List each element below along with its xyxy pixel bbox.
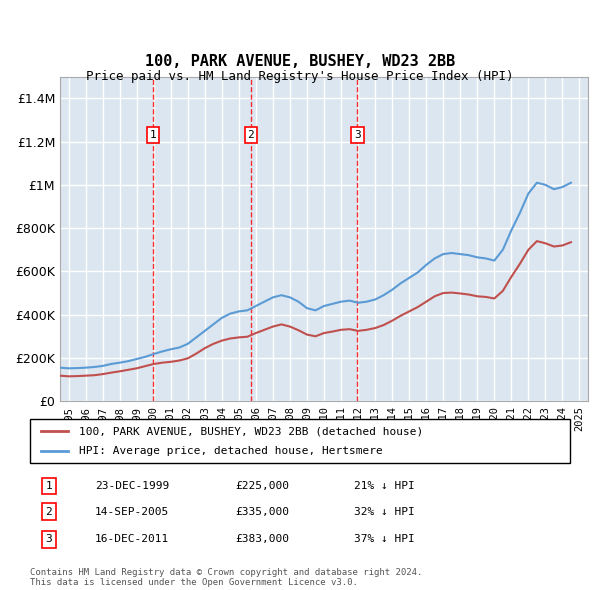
Text: HPI: Average price, detached house, Hertsmere: HPI: Average price, detached house, Hert… <box>79 446 382 455</box>
Text: 21% ↓ HPI: 21% ↓ HPI <box>354 481 415 491</box>
Text: 2: 2 <box>46 507 52 517</box>
Text: 1: 1 <box>46 481 52 491</box>
Text: 3: 3 <box>354 130 361 140</box>
Text: 3: 3 <box>46 534 52 544</box>
Text: Contains HM Land Registry data © Crown copyright and database right 2024.
This d: Contains HM Land Registry data © Crown c… <box>30 568 422 587</box>
Text: 37% ↓ HPI: 37% ↓ HPI <box>354 534 415 544</box>
Text: Price paid vs. HM Land Registry's House Price Index (HPI): Price paid vs. HM Land Registry's House … <box>86 70 514 83</box>
Text: 100, PARK AVENUE, BUSHEY, WD23 2BB (detached house): 100, PARK AVENUE, BUSHEY, WD23 2BB (deta… <box>79 427 423 436</box>
Text: 23-DEC-1999: 23-DEC-1999 <box>95 481 169 491</box>
Text: £225,000: £225,000 <box>235 481 289 491</box>
FancyBboxPatch shape <box>30 419 570 463</box>
Text: 14-SEP-2005: 14-SEP-2005 <box>95 507 169 517</box>
Text: 2: 2 <box>248 130 254 140</box>
Text: 32% ↓ HPI: 32% ↓ HPI <box>354 507 415 517</box>
Text: £383,000: £383,000 <box>235 534 289 544</box>
Text: 16-DEC-2011: 16-DEC-2011 <box>95 534 169 544</box>
Text: 1: 1 <box>150 130 157 140</box>
Text: £335,000: £335,000 <box>235 507 289 517</box>
Text: 100, PARK AVENUE, BUSHEY, WD23 2BB: 100, PARK AVENUE, BUSHEY, WD23 2BB <box>145 54 455 70</box>
